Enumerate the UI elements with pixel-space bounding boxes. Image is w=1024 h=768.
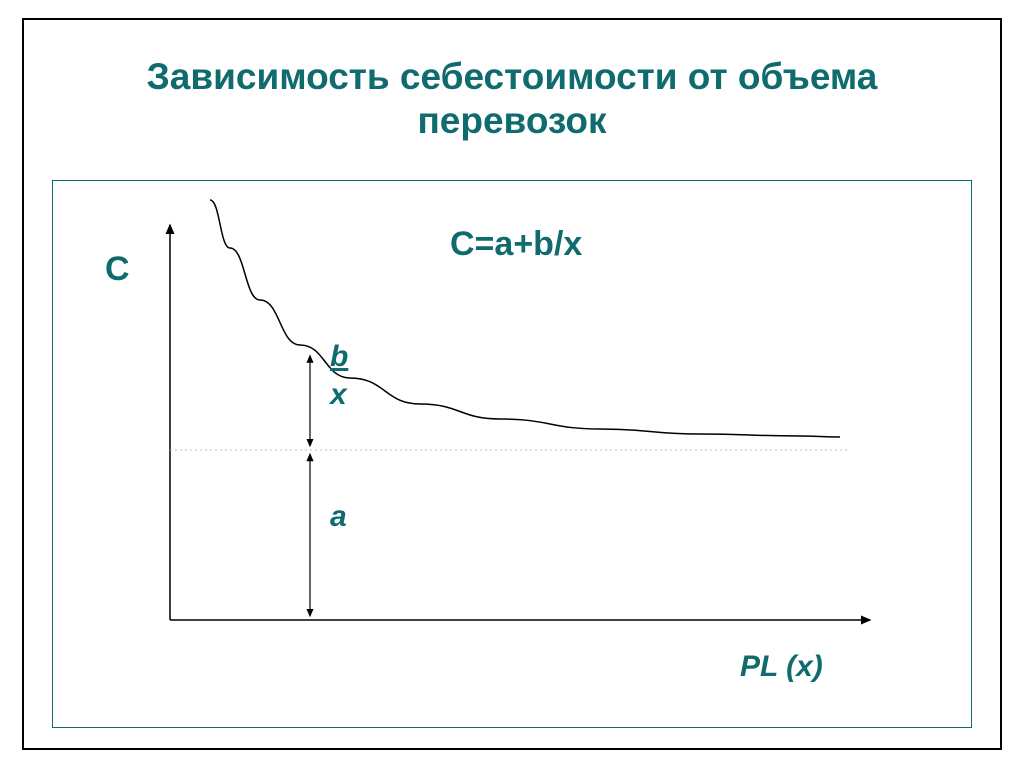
y-axis-label: С xyxy=(105,250,130,289)
x-label: x xyxy=(330,378,347,412)
b-label: b xyxy=(330,340,348,374)
x-axis-label: PL (x) xyxy=(740,650,823,684)
slide: Зависимость себестоимости от объема пере… xyxy=(0,0,1024,768)
chart-svg xyxy=(0,0,1024,768)
a-label: a xyxy=(330,500,347,534)
formula-label: C=a+b/x xyxy=(450,225,582,264)
